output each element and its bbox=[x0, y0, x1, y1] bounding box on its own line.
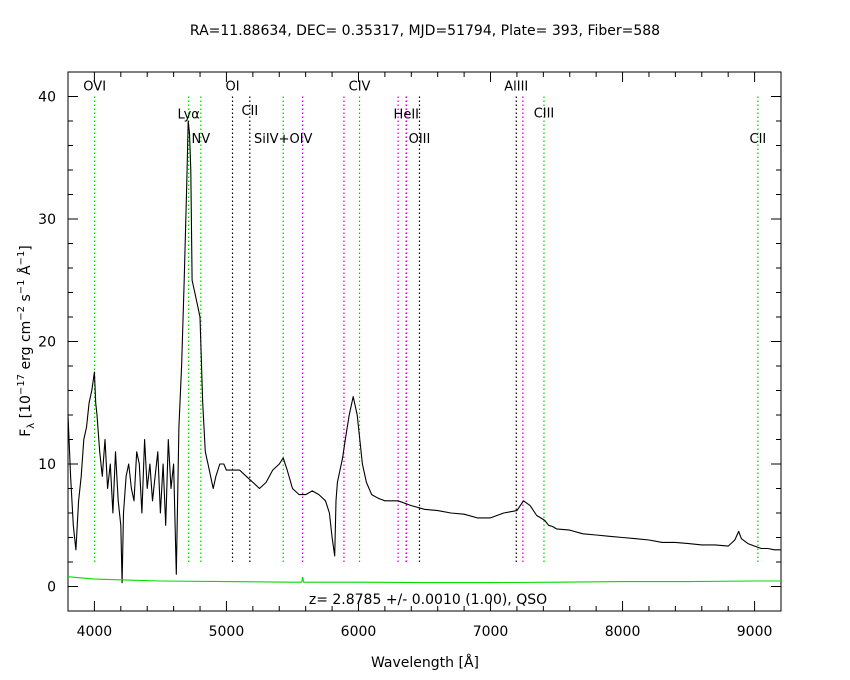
x-tick-label: 6000 bbox=[341, 624, 377, 640]
y-axis-label: Fλ [10−17 erg cm−2 s−1 Å−1] bbox=[16, 245, 37, 437]
emission-line-label-15: CIII bbox=[534, 106, 555, 121]
y-tick-label: 40 bbox=[38, 90, 56, 106]
x-axis-label: Wavelength [Å] bbox=[371, 654, 479, 671]
y-tick-label: 10 bbox=[38, 457, 56, 473]
y-tick-label: 20 bbox=[38, 335, 56, 351]
emission-line-label-16: CII bbox=[750, 132, 767, 147]
y-tick-label: 30 bbox=[38, 212, 56, 228]
spectrum-series-1 bbox=[67, 576, 781, 584]
emission-line-label-0: OVI bbox=[83, 79, 106, 94]
emission-line-label-8: CIV bbox=[349, 79, 371, 94]
y-axis: 0 10 20 30 40 bbox=[38, 71, 781, 596]
spectrum-series-0 bbox=[67, 120, 781, 584]
emission-line-label-2: NV bbox=[192, 132, 211, 147]
x-tick-label: 4000 bbox=[77, 624, 113, 640]
series-layer bbox=[67, 120, 781, 584]
emission-line-label-13: AlIII bbox=[504, 79, 528, 94]
emission-line-label-12: OIII bbox=[409, 132, 431, 147]
emission-line-label-5: SiIV+OIV bbox=[254, 132, 313, 147]
emission-line-label-1: Lyα bbox=[178, 108, 200, 123]
chart-title: RA=11.88634, DEC= 0.35317, MJD=51794, Pl… bbox=[190, 23, 660, 39]
x-tick-label: 8000 bbox=[605, 624, 641, 640]
emission-line-label-3: OI bbox=[225, 79, 239, 94]
x-axis: 4000 5000 6000 7000 8000 9000 bbox=[77, 72, 773, 640]
y-tick-label: 0 bbox=[47, 580, 56, 596]
emission-line-label-10: HeII bbox=[394, 108, 419, 123]
redshift-annotation: z= 2.8785 +/- 0.0010 (1.00), QSO bbox=[309, 592, 547, 608]
emission-lines: OVILyαNVOICIISiIV+OIVCIVHeIIOIIIAlIIICII… bbox=[83, 79, 766, 562]
x-tick-label: 5000 bbox=[209, 624, 245, 640]
x-tick-label: 7000 bbox=[473, 624, 509, 640]
x-tick-label: 9000 bbox=[737, 624, 773, 640]
emission-line-label-4: CII bbox=[241, 104, 258, 119]
